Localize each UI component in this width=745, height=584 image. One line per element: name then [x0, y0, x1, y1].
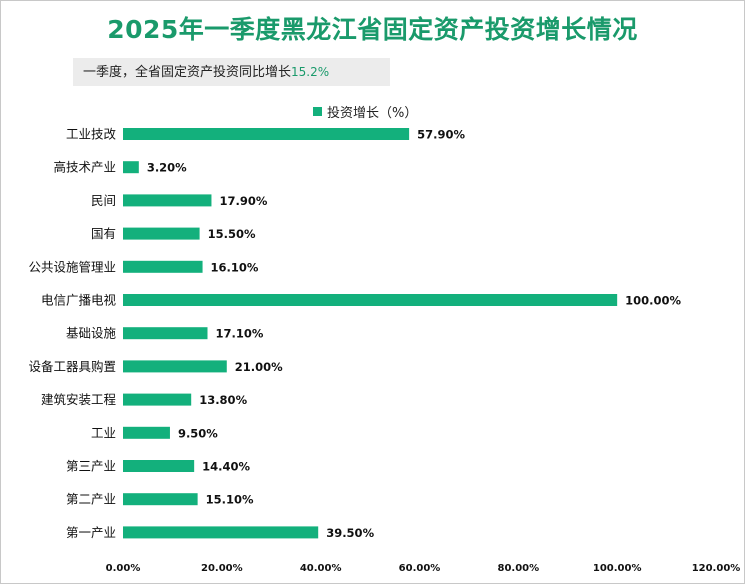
bar [123, 161, 139, 174]
subtitle-box: 一季度，全省固定资产投资同比增长15.2% [73, 58, 390, 86]
value-label: 39.50% [326, 526, 374, 540]
x-tick-label: 100.00% [593, 563, 642, 574]
value-label: 13.80% [199, 393, 247, 407]
x-tick-label: 20.00% [201, 563, 243, 574]
x-tick-label: 80.00% [498, 563, 540, 574]
category-label: 第二产业 [66, 492, 116, 507]
bar [123, 460, 195, 472]
value-label: 21.00% [235, 360, 283, 374]
category-label: 电信广播电视 [41, 293, 117, 308]
x-tick-label: 120.00% [692, 563, 741, 574]
value-label: 15.10% [206, 493, 254, 507]
value-label: 17.90% [219, 194, 267, 208]
value-label: 100.00% [625, 294, 681, 308]
value-label: 3.20% [147, 161, 187, 175]
bar [123, 393, 192, 406]
bar [123, 327, 208, 340]
category-label: 建筑安装工程 [41, 392, 117, 407]
category-label: 第三产业 [66, 459, 116, 474]
chart-title: 2025年一季度黑龙江省固定资产投资增长情况 [107, 15, 638, 44]
bar [123, 294, 618, 306]
value-label: 15.50% [208, 227, 256, 241]
value-label: 9.50% [178, 426, 218, 440]
bar [123, 526, 319, 539]
value-label: 14.40% [202, 460, 250, 474]
bar [123, 360, 227, 373]
category-label: 第一产业 [66, 525, 116, 540]
bar [123, 426, 170, 439]
bar [123, 128, 410, 140]
bar [123, 260, 203, 273]
category-label: 民间 [91, 193, 116, 208]
category-label: 设备工器具购置 [28, 359, 116, 374]
subtitle-value: 15.2% [291, 65, 330, 79]
category-label: 工业技改 [66, 127, 117, 142]
x-tick-label: 0.00% [106, 563, 141, 574]
category-label: 高技术产业 [53, 160, 116, 175]
bar [123, 227, 200, 240]
x-tick-label: 40.00% [300, 563, 342, 574]
legend: 投资增长（%） [313, 102, 418, 121]
category-label: 公共设施管理业 [28, 259, 116, 274]
category-label: 基础设施 [66, 326, 117, 341]
category-label: 国有 [91, 226, 116, 241]
category-label: 工业 [91, 425, 116, 440]
bar [123, 493, 198, 506]
value-label: 17.10% [216, 327, 264, 341]
value-label: 16.10% [211, 260, 259, 274]
subtitle-text: 一季度，全省固定资产投资同比增长 [83, 65, 292, 80]
legend-label: 投资增长（%） [327, 105, 418, 121]
value-label: 57.90% [417, 128, 465, 142]
x-tick-label: 60.00% [399, 563, 441, 574]
bar [123, 194, 212, 207]
legend-swatch [313, 106, 322, 116]
